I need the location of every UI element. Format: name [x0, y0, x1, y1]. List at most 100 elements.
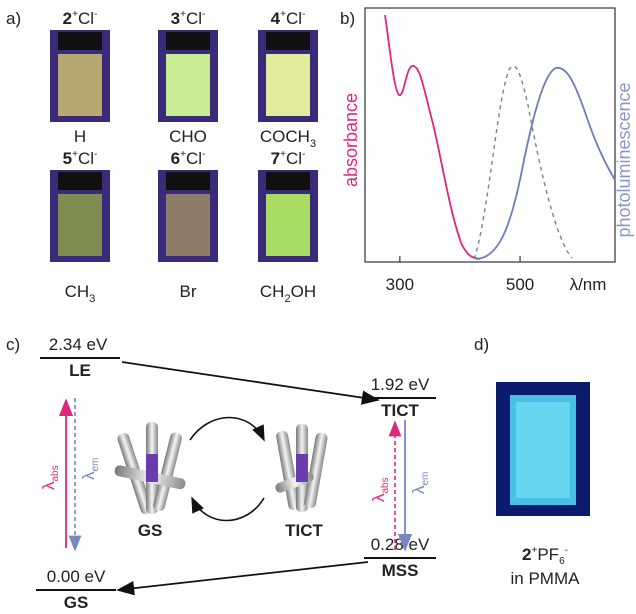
arrow	[121, 361, 380, 405]
formula: CHO	[169, 127, 207, 146]
subscript: em	[420, 472, 431, 486]
y-axis-label: photoluminescence	[614, 82, 634, 237]
anion: Cl	[78, 149, 94, 168]
vial-liquid	[166, 194, 210, 256]
x-tick-label: 500	[506, 275, 534, 294]
lambda-em: λem	[79, 458, 101, 480]
photoluminescence-curve	[475, 67, 616, 260]
vial: 4+Cl- COCH3	[258, 9, 318, 150]
charge: -	[94, 149, 97, 160]
substituent: COCH3	[260, 127, 316, 150]
charge: -	[302, 149, 305, 160]
film-panel: 2+PF6- in PMMA	[496, 382, 590, 588]
compound-label: 6+Cl-	[171, 149, 206, 168]
film-matrix: in PMMA	[511, 569, 581, 588]
vial-cap	[58, 172, 102, 190]
symbol: λ	[79, 471, 98, 480]
formula: Br	[180, 282, 197, 301]
lambda-abs: λabs	[39, 465, 61, 490]
charge: +	[180, 149, 186, 160]
subscript: em	[90, 458, 101, 472]
charge: +	[531, 545, 537, 556]
energy-value: 0.28 eV	[371, 535, 430, 554]
plot-frame	[364, 7, 616, 263]
vial-liquid	[58, 194, 102, 256]
subscript: 6	[559, 556, 565, 567]
charge: -	[202, 149, 205, 160]
vial-cap	[58, 32, 102, 50]
rotation-arrow	[189, 416, 265, 442]
charge: -	[565, 545, 568, 556]
subscript: abs	[380, 477, 391, 493]
vial-liquid	[166, 54, 210, 116]
molecule-gs	[114, 422, 186, 515]
symbol: λ	[39, 481, 58, 490]
x-ticks: 300 500	[386, 256, 534, 294]
compound-label: 4+Cl-	[271, 9, 306, 28]
vial-cap	[166, 172, 210, 190]
vial-liquid	[266, 54, 310, 116]
arrow	[116, 561, 369, 596]
compound-number: 3	[171, 9, 180, 28]
substituent: H	[74, 127, 86, 146]
compound-number: 5	[63, 149, 72, 168]
vial-cap	[166, 32, 210, 50]
formula: H	[74, 127, 86, 146]
anion: Cl	[286, 9, 302, 28]
excitation-curve	[473, 65, 573, 260]
symbol: λ	[369, 493, 388, 502]
lambda-em: λem	[409, 472, 431, 494]
molecule-tict	[275, 424, 328, 512]
level-label: GS	[64, 593, 89, 612]
anion: Cl	[286, 149, 302, 168]
rotation-arrow	[191, 496, 265, 522]
formula: CH	[65, 282, 90, 301]
vial-panel: 2+Cl-H3+Cl-CHO4+Cl-COCH35+Cl-CH36+Cl-Br7…	[50, 9, 318, 305]
subscript: 3	[89, 293, 95, 305]
level-label: MSS	[382, 561, 419, 580]
charge: -	[302, 9, 305, 20]
vial-liquid	[58, 54, 102, 116]
vial: 5+Cl- CH3	[50, 149, 110, 305]
compound-number: 2	[63, 9, 72, 28]
energy-value: 0.00 eV	[47, 567, 106, 586]
panel-label: a)	[6, 9, 21, 28]
compound-label: 2+Cl-	[63, 9, 98, 28]
substituent: CH3	[65, 282, 96, 305]
anion: PF	[537, 545, 559, 564]
charge: +	[72, 149, 78, 160]
vial: 7+Cl- CH2OH	[258, 149, 318, 305]
vial-cap	[266, 172, 310, 190]
energy-value: 1.92 eV	[371, 375, 430, 394]
charge: -	[94, 9, 97, 20]
compound-number: 4	[271, 9, 281, 28]
vial-cap	[266, 32, 310, 50]
substituent: Br	[180, 282, 197, 301]
vial: 2+Cl- H	[50, 9, 110, 146]
vial: 6+Cl- Br	[158, 149, 218, 301]
compound-number: 6	[171, 149, 180, 168]
substituent: CH2OH	[260, 282, 316, 305]
charge: -	[202, 9, 205, 20]
absorbance-curve	[384, 14, 481, 260]
energy-value: 2.34 eV	[49, 335, 108, 354]
symbol: λ	[409, 485, 428, 494]
spectra-panel: absorbance photoluminescence λ/nm 300 500	[341, 7, 634, 294]
compound-number: 7	[271, 149, 280, 168]
vial-liquid	[266, 194, 310, 256]
formula: OH	[291, 282, 317, 301]
anion: Cl	[186, 149, 202, 168]
film-compound: 2+PF6-	[522, 545, 568, 567]
charge: +	[180, 9, 186, 20]
subscript: abs	[50, 465, 61, 481]
x-axis-label: λ/nm	[570, 275, 607, 294]
compound-label: 3+Cl-	[171, 9, 206, 28]
vial: 3+Cl- CHO	[158, 9, 218, 146]
formula: COCH	[260, 127, 310, 146]
compound-label: 5+Cl-	[63, 149, 98, 168]
formula: CH	[260, 282, 285, 301]
substituent: CHO	[169, 127, 207, 146]
anion: Cl	[186, 9, 202, 28]
anion: Cl	[78, 9, 94, 28]
